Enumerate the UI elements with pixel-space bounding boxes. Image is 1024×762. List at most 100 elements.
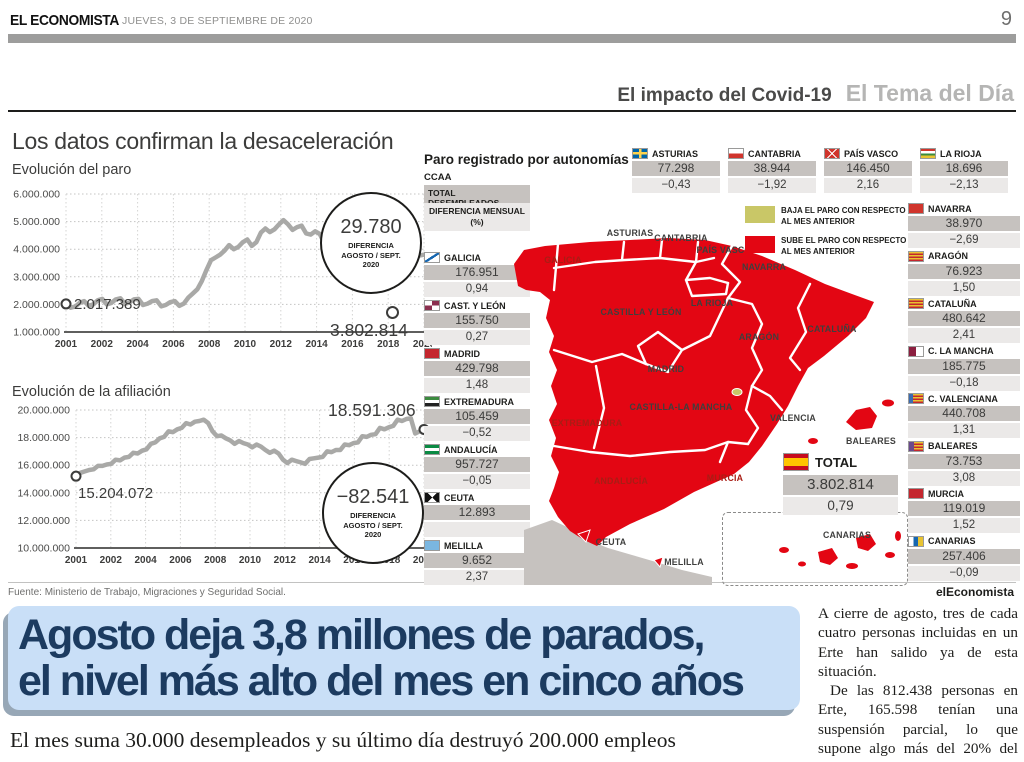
extremadura-flag-icon: [424, 396, 440, 407]
baleares-islands: [808, 399, 894, 444]
map-label-valencia: VALENCIA: [770, 413, 816, 423]
region-name: NAVARRA: [928, 203, 972, 214]
espana-flag-icon: [783, 453, 809, 471]
svg-text:2002: 2002: [100, 555, 123, 566]
spain-map-svg: [514, 238, 901, 585]
region-stat-baleares: BALEARES 73.753 3,08: [908, 440, 1020, 486]
svg-text:6.000.000: 6.000.000: [13, 189, 60, 201]
svg-text:10.000.000: 10.000.000: [17, 543, 70, 555]
total-stat-block: TOTAL 3.802.814 0,79: [783, 453, 898, 515]
map-label-ceuta: CEUTA: [595, 537, 627, 547]
legend-item-baja: BAJA EL PARO CON RESPECTO AL MES ANTERIO…: [745, 206, 913, 228]
svg-text:2012: 2012: [274, 555, 297, 566]
region-name: CANARIAS: [928, 536, 976, 546]
asturias-flag-icon: [632, 148, 648, 159]
map-label-baleares: BALEARES: [846, 436, 896, 446]
chart2-callout-value: −82.541: [336, 485, 410, 508]
region-total-unemployed: 38.970: [908, 216, 1020, 231]
africa-coast-shape: [524, 520, 712, 585]
svg-text:2004: 2004: [134, 555, 157, 566]
region-stat-andalucia: ANDALUCÍA 957.727 −0,05: [424, 444, 530, 489]
aragon-flag-icon: [908, 250, 924, 262]
region-name: ANDALUCÍA: [444, 444, 498, 455]
svg-text:12.000.000: 12.000.000: [17, 515, 70, 527]
map-label-aragon: ARAGÓN: [738, 332, 780, 342]
map-label-cataluna: CATALUÑA: [807, 324, 857, 334]
region-stats-top-row: ASTURIAS 77.298 −0,43 CANTABRIA 38.944 −1,92 P…: [632, 148, 1008, 193]
chart2-callout: −82.541 DIFERENCIA AGOSTO / SEPT. 2020: [322, 462, 424, 564]
region-total-unemployed: 9.652: [424, 553, 530, 568]
region-stats-right-column: NAVARRA 38.970 −2,69 ARAGÓN 76.923 1,50 CATALU…: [908, 203, 1020, 581]
chart1-callout-value: 29.780: [340, 215, 402, 238]
svg-text:2020: 2020: [413, 555, 432, 566]
table-header-diff-line1: DIFERENCIA MENSUAL: [428, 206, 526, 216]
chart1-end-value: 3.802.814: [330, 320, 408, 340]
svg-text:2004: 2004: [126, 339, 149, 350]
region-name: CANTABRIA: [748, 148, 801, 159]
page-number: 9: [1000, 8, 1012, 30]
region-stat-cvalenciana: C. VALENCIANA 440.708 1,31: [908, 393, 1020, 438]
region-monthly-diff: 2,16: [824, 178, 912, 193]
region-name: MURCIA: [928, 488, 964, 499]
region-monthly-diff: 1,50: [908, 280, 1020, 296]
region-total-unemployed: 429.798: [424, 361, 530, 376]
headline-box: Agosto deja 3,8 millones de parados, el …: [8, 606, 800, 710]
region-stat-clamancha: C. LA MANCHA 185.775 −0,18: [908, 345, 1020, 391]
legend-item-sube: SUBE EL PARO CON RESPECTO AL MES ANTERIO…: [745, 236, 913, 258]
section-rule: [8, 110, 1016, 112]
map-label-castilla_la_mancha: CASTILLA-LA MANCHA: [629, 402, 733, 412]
region-name: CEUTA: [444, 492, 475, 503]
canarias-islands: [779, 531, 901, 569]
map-label-galicia: GALICIA: [544, 255, 582, 265]
svg-text:3.000.000: 3.000.000: [13, 271, 60, 283]
region-monthly-diff: −1,92: [728, 178, 816, 193]
region-total-unemployed: 12.893: [424, 505, 530, 520]
region-monthly-diff: −0,18: [908, 375, 1020, 391]
article-paragraph: De las 812.438 personas en Erte, 165.598…: [818, 682, 1018, 762]
chart2-label: Evolución de la afiliación: [12, 384, 171, 400]
region-name: ASTURIAS: [652, 148, 699, 159]
baja-legend-label: BAJA EL PARO CON RESPECTO AL MES ANTERIO…: [781, 206, 906, 226]
castyleon-flag-icon: [424, 300, 440, 311]
svg-text:2020: 2020: [413, 339, 432, 350]
region-name: C. LA MANCHA: [928, 346, 994, 356]
larioja-flag-icon: [920, 148, 936, 159]
chart1-label: Evolución del paro: [12, 162, 132, 178]
chart1-callout: 29.780 DIFERENCIA AGOSTO / SEPT. 2020: [320, 192, 422, 294]
region-name: C. VALENCIANA: [928, 393, 998, 404]
region-name: BALEARES: [928, 441, 978, 451]
svg-text:5.000.000: 5.000.000: [13, 216, 60, 228]
section-header: El impacto del Covid-19 El Tema del Día: [617, 80, 1014, 107]
total-label: TOTAL: [815, 454, 858, 470]
region-total-unemployed: 76.923: [908, 263, 1020, 279]
sube-legend-label: SUBE EL PARO CON RESPECTO AL MES ANTERIO…: [781, 236, 907, 256]
svg-text:2008: 2008: [198, 339, 221, 350]
map-label-madrid: MADRID: [647, 364, 685, 374]
region-total-unemployed: 77.298: [632, 161, 720, 176]
chart1-end-marker: [386, 306, 399, 319]
region-stat-extremadura: EXTREMADURA 105.459 −0,52: [424, 396, 530, 441]
region-borders: [552, 238, 812, 464]
dateline: JUEVES, 3 DE SEPTIEMBRE DE 2020: [122, 15, 313, 27]
map-label-cantabria: CANTABRIA: [654, 233, 708, 243]
region-monthly-diff: 0,27: [424, 330, 530, 345]
clamancha-flag-icon: [908, 345, 924, 357]
article-column: A cierre de agosto, tres de cada cuatro …: [818, 604, 1018, 762]
table-header-diff: DIFERENCIA MENSUAL (%): [424, 203, 530, 232]
andalucia-flag-icon: [424, 444, 440, 455]
region-stat-asturias: ASTURIAS 77.298 −0,43: [632, 148, 720, 193]
cantabria-flag-icon: [728, 148, 744, 159]
region-monthly-diff: 0,94: [424, 282, 530, 297]
region-monthly-diff: [424, 522, 530, 537]
map-title: Paro registrado por autonomías: [424, 152, 629, 167]
madrid-flag-icon: [424, 348, 440, 359]
region-total-unemployed: 146.450: [824, 161, 912, 176]
region-monthly-diff: −0,52: [424, 426, 530, 441]
unemployment-evolution-chart: 6.000.000 5.000.000 4.000.000 3.000.000 2.00…: [13, 189, 432, 351]
region-name: ARAGÓN: [928, 251, 968, 261]
svg-text:4.000.000: 4.000.000: [13, 244, 60, 256]
svg-text:2002: 2002: [91, 339, 114, 350]
region-total-unemployed: 119.019: [908, 501, 1020, 516]
region-total-unemployed: 18.696: [920, 161, 1008, 176]
region-stat-ceuta: CEUTA 12.893: [424, 492, 530, 537]
